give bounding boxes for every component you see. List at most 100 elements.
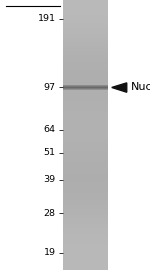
Bar — [63, 192, 108, 193]
Bar — [63, 161, 108, 162]
Bar — [63, 80, 108, 81]
Bar — [63, 209, 108, 211]
Bar — [63, 70, 108, 72]
Bar — [63, 154, 108, 155]
Text: 19: 19 — [44, 248, 56, 257]
Bar — [63, 16, 108, 18]
Bar — [63, 169, 108, 170]
Bar — [63, 49, 108, 50]
Bar — [63, 242, 108, 243]
Bar — [63, 170, 108, 171]
Bar — [63, 157, 108, 158]
Bar — [63, 34, 108, 35]
Bar — [63, 92, 108, 93]
Bar — [63, 193, 108, 194]
Bar — [63, 40, 108, 42]
Bar — [63, 28, 108, 30]
Bar — [63, 269, 108, 270]
Bar — [63, 211, 108, 212]
Bar — [63, 32, 108, 34]
Bar — [63, 35, 108, 36]
Bar — [63, 224, 108, 225]
Bar — [63, 155, 108, 157]
Bar — [63, 202, 108, 204]
Bar — [63, 50, 108, 51]
Bar — [63, 117, 108, 119]
Bar — [63, 124, 108, 126]
Bar — [63, 144, 108, 146]
Bar — [63, 97, 108, 99]
Bar — [63, 227, 108, 228]
Bar — [63, 178, 108, 180]
Bar — [63, 132, 108, 134]
Bar — [63, 258, 108, 259]
Bar — [63, 204, 108, 205]
Bar — [63, 90, 108, 92]
Bar — [63, 143, 108, 144]
Text: kDa: kDa — [33, 0, 56, 2]
Bar — [63, 55, 108, 57]
Bar — [63, 231, 108, 232]
Bar — [63, 101, 108, 103]
Bar — [63, 135, 108, 136]
Bar — [63, 217, 108, 219]
Bar — [63, 263, 108, 265]
Text: 51: 51 — [44, 148, 56, 157]
Bar — [63, 238, 108, 239]
Bar — [63, 100, 108, 101]
Bar — [63, 24, 108, 26]
Bar — [63, 9, 108, 11]
Bar — [63, 8, 108, 9]
Bar — [63, 1, 108, 3]
Bar — [63, 30, 108, 31]
Bar — [63, 11, 108, 12]
Bar — [63, 68, 108, 69]
Bar — [63, 256, 108, 258]
Bar — [63, 251, 108, 252]
Bar — [63, 246, 108, 247]
Bar — [63, 77, 108, 78]
Bar — [63, 23, 108, 24]
Bar — [63, 196, 108, 197]
Bar — [63, 53, 108, 54]
Bar — [63, 215, 108, 216]
Bar — [63, 107, 108, 108]
Bar — [63, 38, 108, 39]
Bar — [63, 134, 108, 135]
Bar — [63, 113, 108, 115]
Bar — [63, 174, 108, 176]
Bar — [63, 259, 108, 261]
Bar — [63, 197, 108, 198]
Bar — [63, 18, 108, 19]
Bar — [63, 165, 108, 166]
Bar — [63, 74, 108, 76]
Bar — [63, 63, 108, 65]
Bar — [63, 4, 108, 5]
Bar — [63, 212, 108, 213]
Bar — [63, 65, 108, 66]
Bar — [63, 138, 108, 139]
Bar — [63, 151, 108, 153]
Bar — [63, 93, 108, 94]
Bar — [63, 230, 108, 231]
Bar — [63, 109, 108, 111]
Bar — [63, 76, 108, 77]
Bar — [63, 88, 108, 89]
Bar — [63, 73, 108, 74]
Bar — [63, 103, 108, 104]
Bar — [63, 112, 108, 113]
Bar — [63, 96, 108, 97]
Text: 28: 28 — [44, 209, 56, 218]
Bar — [63, 267, 108, 269]
Bar — [63, 111, 108, 112]
Text: 39: 39 — [43, 175, 56, 184]
Bar — [63, 105, 108, 107]
Bar — [63, 131, 108, 132]
Bar — [63, 57, 108, 58]
Bar — [63, 128, 108, 130]
Bar — [63, 81, 108, 82]
Bar — [63, 120, 108, 122]
Bar — [63, 82, 108, 84]
Bar — [63, 7, 108, 8]
Bar — [63, 15, 108, 16]
